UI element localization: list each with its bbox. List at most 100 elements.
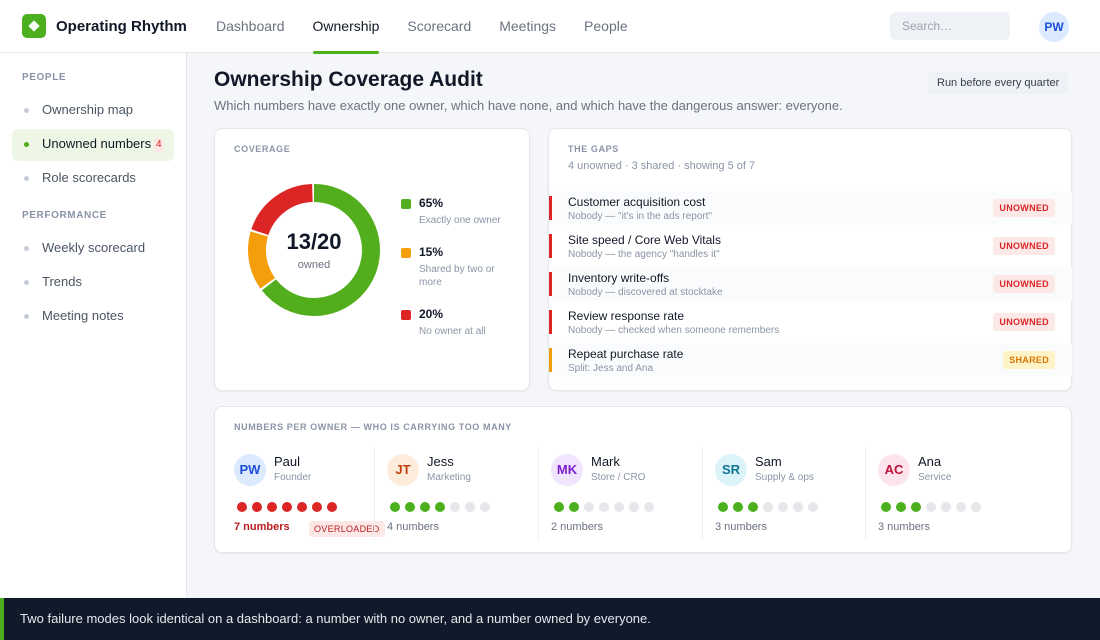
load-dot xyxy=(390,502,400,512)
donut-segment-one-owner xyxy=(248,184,380,316)
gap-row[interactable]: Inventory write-offs Nobody — discovered … xyxy=(549,267,1072,301)
owner-role: Supply & ops xyxy=(755,472,814,483)
gap-metric-name: Repeat purchase rate xyxy=(568,347,684,361)
sidebar-section-performance: PERFORMANCE xyxy=(22,210,107,221)
brand[interactable]: Operating Rhythm xyxy=(22,14,187,38)
page-title: Ownership Coverage Audit xyxy=(214,68,483,91)
run-schedule-button[interactable]: Run before every quarter xyxy=(928,72,1069,94)
gap-status-tag: UNOWNED xyxy=(993,237,1055,255)
bullet-icon xyxy=(24,246,29,251)
load-dot xyxy=(584,502,594,512)
gap-row[interactable]: Site speed / Core Web Vitals Nobody — the… xyxy=(549,229,1072,263)
load-dot xyxy=(297,502,307,512)
search-input[interactable] xyxy=(890,12,1010,40)
owner-role: Founder xyxy=(274,472,312,483)
sidebar-item-ownership-map[interactable]: Ownership map xyxy=(12,95,174,127)
legend-item-no-owner: 20% No owner at all xyxy=(401,306,521,338)
owner-count: 3 numbers xyxy=(715,521,767,533)
main-nav: Dashboard Ownership Scorecard Meetings P… xyxy=(216,0,656,54)
gap-metric-name: Customer acquisition cost xyxy=(568,195,706,209)
load-dot xyxy=(896,502,906,512)
bullet-icon xyxy=(24,314,29,319)
owner-load-dots xyxy=(881,502,986,512)
donut-center-value: 13/20 xyxy=(286,229,342,254)
owner-avatar: MK xyxy=(551,454,583,486)
card-label: NUMBERS PER OWNER — WHO IS CARRYING TOO … xyxy=(234,422,512,432)
owners-card: NUMBERS PER OWNER — WHO IS CARRYING TOO … xyxy=(214,406,1072,553)
coverage-donut xyxy=(248,184,380,316)
sidebar-item-trends[interactable]: Trends xyxy=(12,267,174,299)
load-dot xyxy=(569,502,579,512)
owner-name: Jess xyxy=(427,454,454,469)
owner-name: Mark xyxy=(591,454,620,469)
load-dot xyxy=(778,502,788,512)
owner-count: 3 numbers xyxy=(878,521,930,533)
tab-scorecard[interactable]: Scorecard xyxy=(407,18,472,34)
sidebar-item-unowned-numbers[interactable]: Unowned numbers 4 xyxy=(12,129,174,161)
load-dot xyxy=(405,502,415,512)
gap-row[interactable]: Customer acquisition cost Nobody — "it's … xyxy=(549,191,1072,225)
bullet-icon xyxy=(24,142,29,147)
tab-meetings[interactable]: Meetings xyxy=(499,18,557,34)
gap-status-bar xyxy=(549,310,552,334)
owner-count: 4 numbers xyxy=(387,521,439,533)
gap-status-tag: UNOWNED xyxy=(993,275,1055,293)
legend-pct: 20% xyxy=(419,307,444,321)
gap-owner-note: Split: Jess and Ana xyxy=(568,363,654,374)
user-avatar[interactable]: PW xyxy=(1039,12,1069,42)
owner-column[interactable]: MK Mark Store / CRO 2 numbers xyxy=(538,446,693,540)
load-dot xyxy=(911,502,921,512)
gaps-summary: 4 unowned · 3 shared · showing 5 of 7 xyxy=(568,160,756,172)
owner-role: Service xyxy=(918,472,952,483)
owner-column[interactable]: PW Paul Founder 7 numbers OVERLOADED xyxy=(234,446,389,540)
legend-pct: 15% xyxy=(419,245,444,259)
owner-role: Marketing xyxy=(427,472,471,483)
load-dot xyxy=(327,502,337,512)
gap-metric-name: Review response rate xyxy=(568,309,685,323)
load-dot xyxy=(748,502,758,512)
owner-count: 2 numbers xyxy=(551,521,603,533)
legend-item-shared: 15% Shared by two or more xyxy=(401,244,521,289)
sidebar-item-role-scorecards[interactable]: Role scorecards xyxy=(12,163,174,195)
load-dot xyxy=(237,502,247,512)
tab-dashboard[interactable]: Dashboard xyxy=(216,18,285,34)
owner-column[interactable]: JT Jess Marketing 4 numbers xyxy=(374,446,529,540)
gap-status-tag: UNOWNED xyxy=(993,199,1055,217)
owner-column[interactable]: AC Ana Service 3 numbers xyxy=(865,446,1020,540)
owner-count: 7 numbers xyxy=(234,521,290,533)
owner-avatar: SR xyxy=(715,454,747,486)
gap-owner-note: Nobody — discovered at stocktake xyxy=(568,287,723,298)
sidebar-section-people: PEOPLE xyxy=(22,72,67,83)
load-dot xyxy=(420,502,430,512)
sidebar-item-meeting-notes[interactable]: Meeting notes xyxy=(12,301,174,333)
owner-load-dots xyxy=(237,502,342,512)
app-title: Operating Rhythm xyxy=(56,17,187,35)
tab-people[interactable]: People xyxy=(584,18,628,34)
gaps-card: THE GAPS 4 unowned · 3 shared · showing … xyxy=(548,128,1072,391)
load-dot xyxy=(267,502,277,512)
gap-status-tag: SHARED xyxy=(1003,351,1055,369)
load-dot xyxy=(554,502,564,512)
gap-metric-name: Inventory write-offs xyxy=(568,271,670,285)
card-label: THE GAPS xyxy=(568,144,619,154)
gap-status-bar xyxy=(549,234,552,258)
tab-ownership[interactable]: Ownership xyxy=(312,0,379,54)
gap-status-bar xyxy=(549,272,552,296)
load-dot xyxy=(956,502,966,512)
load-dot xyxy=(480,502,490,512)
sidebar-item-weekly-scorecard[interactable]: Weekly scorecard xyxy=(12,233,174,265)
load-dot xyxy=(926,502,936,512)
gap-row[interactable]: Repeat purchase rate Split: Jess and Ana S… xyxy=(549,343,1072,377)
load-dot xyxy=(252,502,262,512)
gap-row[interactable]: Review response rate Nobody — checked whe… xyxy=(549,305,1072,339)
gap-status-bar xyxy=(549,348,552,372)
owner-avatar: PW xyxy=(234,454,266,486)
owner-name: Paul xyxy=(274,454,301,469)
owner-column[interactable]: SR Sam Supply & ops 3 numbers xyxy=(702,446,857,540)
legend-text: No owner at all xyxy=(419,326,486,337)
banner-text: Two failure modes look identical on a da… xyxy=(20,611,651,626)
page-subtitle: Which numbers have exactly one owner, wh… xyxy=(214,98,843,113)
gap-status-bar xyxy=(549,196,552,220)
load-dot xyxy=(718,502,728,512)
owner-avatar: JT xyxy=(387,454,419,486)
